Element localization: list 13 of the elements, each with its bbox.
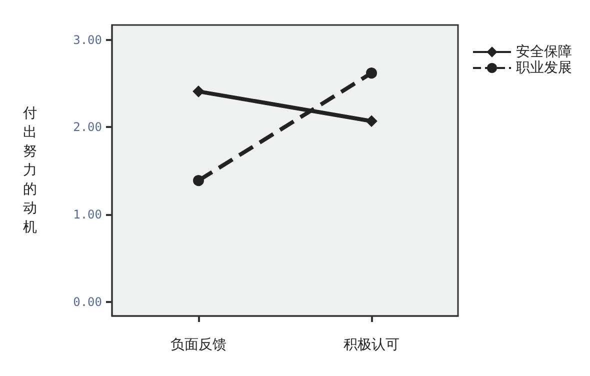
y-tick-label: 0.00 xyxy=(73,295,102,310)
y-tick-label: 1.00 xyxy=(73,208,102,222)
point xyxy=(366,68,377,79)
y-tick-label: 2.00 xyxy=(73,120,102,134)
y-axis-title: 付出努力的动机 xyxy=(22,106,37,236)
point xyxy=(193,86,204,97)
legend-label: 职业发展 xyxy=(516,60,572,76)
x-tick-label: 负面反馈 xyxy=(170,337,226,353)
point xyxy=(366,116,377,127)
point xyxy=(193,175,204,186)
legend-label: 安全保障 xyxy=(516,44,572,60)
y-tick-label: 3.00 xyxy=(73,32,102,47)
x-tick-label: 积极认可 xyxy=(344,337,400,353)
